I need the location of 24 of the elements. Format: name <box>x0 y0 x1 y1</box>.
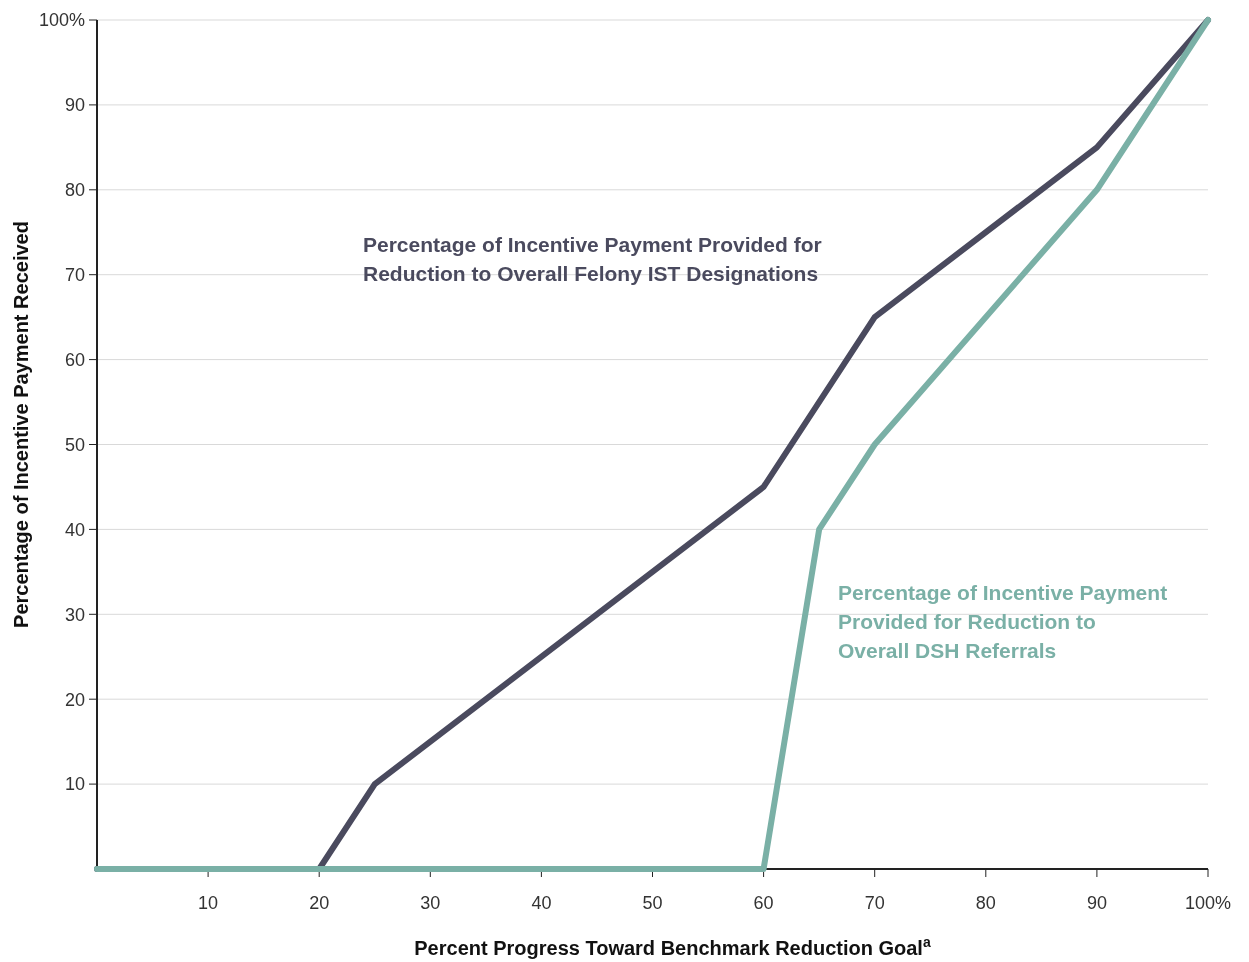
y-tick-label: 30 <box>64 604 85 625</box>
y-tick-label: 50 <box>64 434 85 455</box>
y-tick-label: 60 <box>64 349 85 370</box>
y-axis-title: Percentage of Incentive Payment Received <box>10 221 32 628</box>
series-label: Percentage of Incentive Payment Provided for Reduction to Overall DSH Referrals <box>838 581 1168 662</box>
x-tick-label: 10 <box>198 893 219 913</box>
x-tick-label: 20 <box>309 893 330 913</box>
x-tick-label: 100% <box>1184 893 1232 913</box>
y-tick-label: 70 <box>64 265 85 285</box>
x-tick-label: 70 <box>864 893 885 913</box>
x-tick-label: 30 <box>420 893 441 913</box>
y-tick-label: 90 <box>64 95 85 116</box>
x-tick-label: 80 <box>975 893 996 913</box>
x-tick-label: 90 <box>1086 893 1107 913</box>
y-tick-label: 40 <box>64 519 85 540</box>
x-tick-label: 60 <box>753 893 774 913</box>
x-axis-title: Percent Progress Toward Benchmark Reduction Goal$^{a}$ <box>414 934 931 959</box>
x-tick-label: 50 <box>642 893 663 913</box>
y-tick-label: 80 <box>64 180 85 201</box>
y-tick-label: 10 <box>64 774 85 795</box>
y-tick-label: 20 <box>64 689 85 710</box>
y-tick-label: 100% <box>38 10 85 31</box>
x-tick-label: 40 <box>531 893 552 913</box>
text: Percentage of Incentive Payment Provided for Reduction to Overall Felony IST Designations <box>363 233 822 285</box>
